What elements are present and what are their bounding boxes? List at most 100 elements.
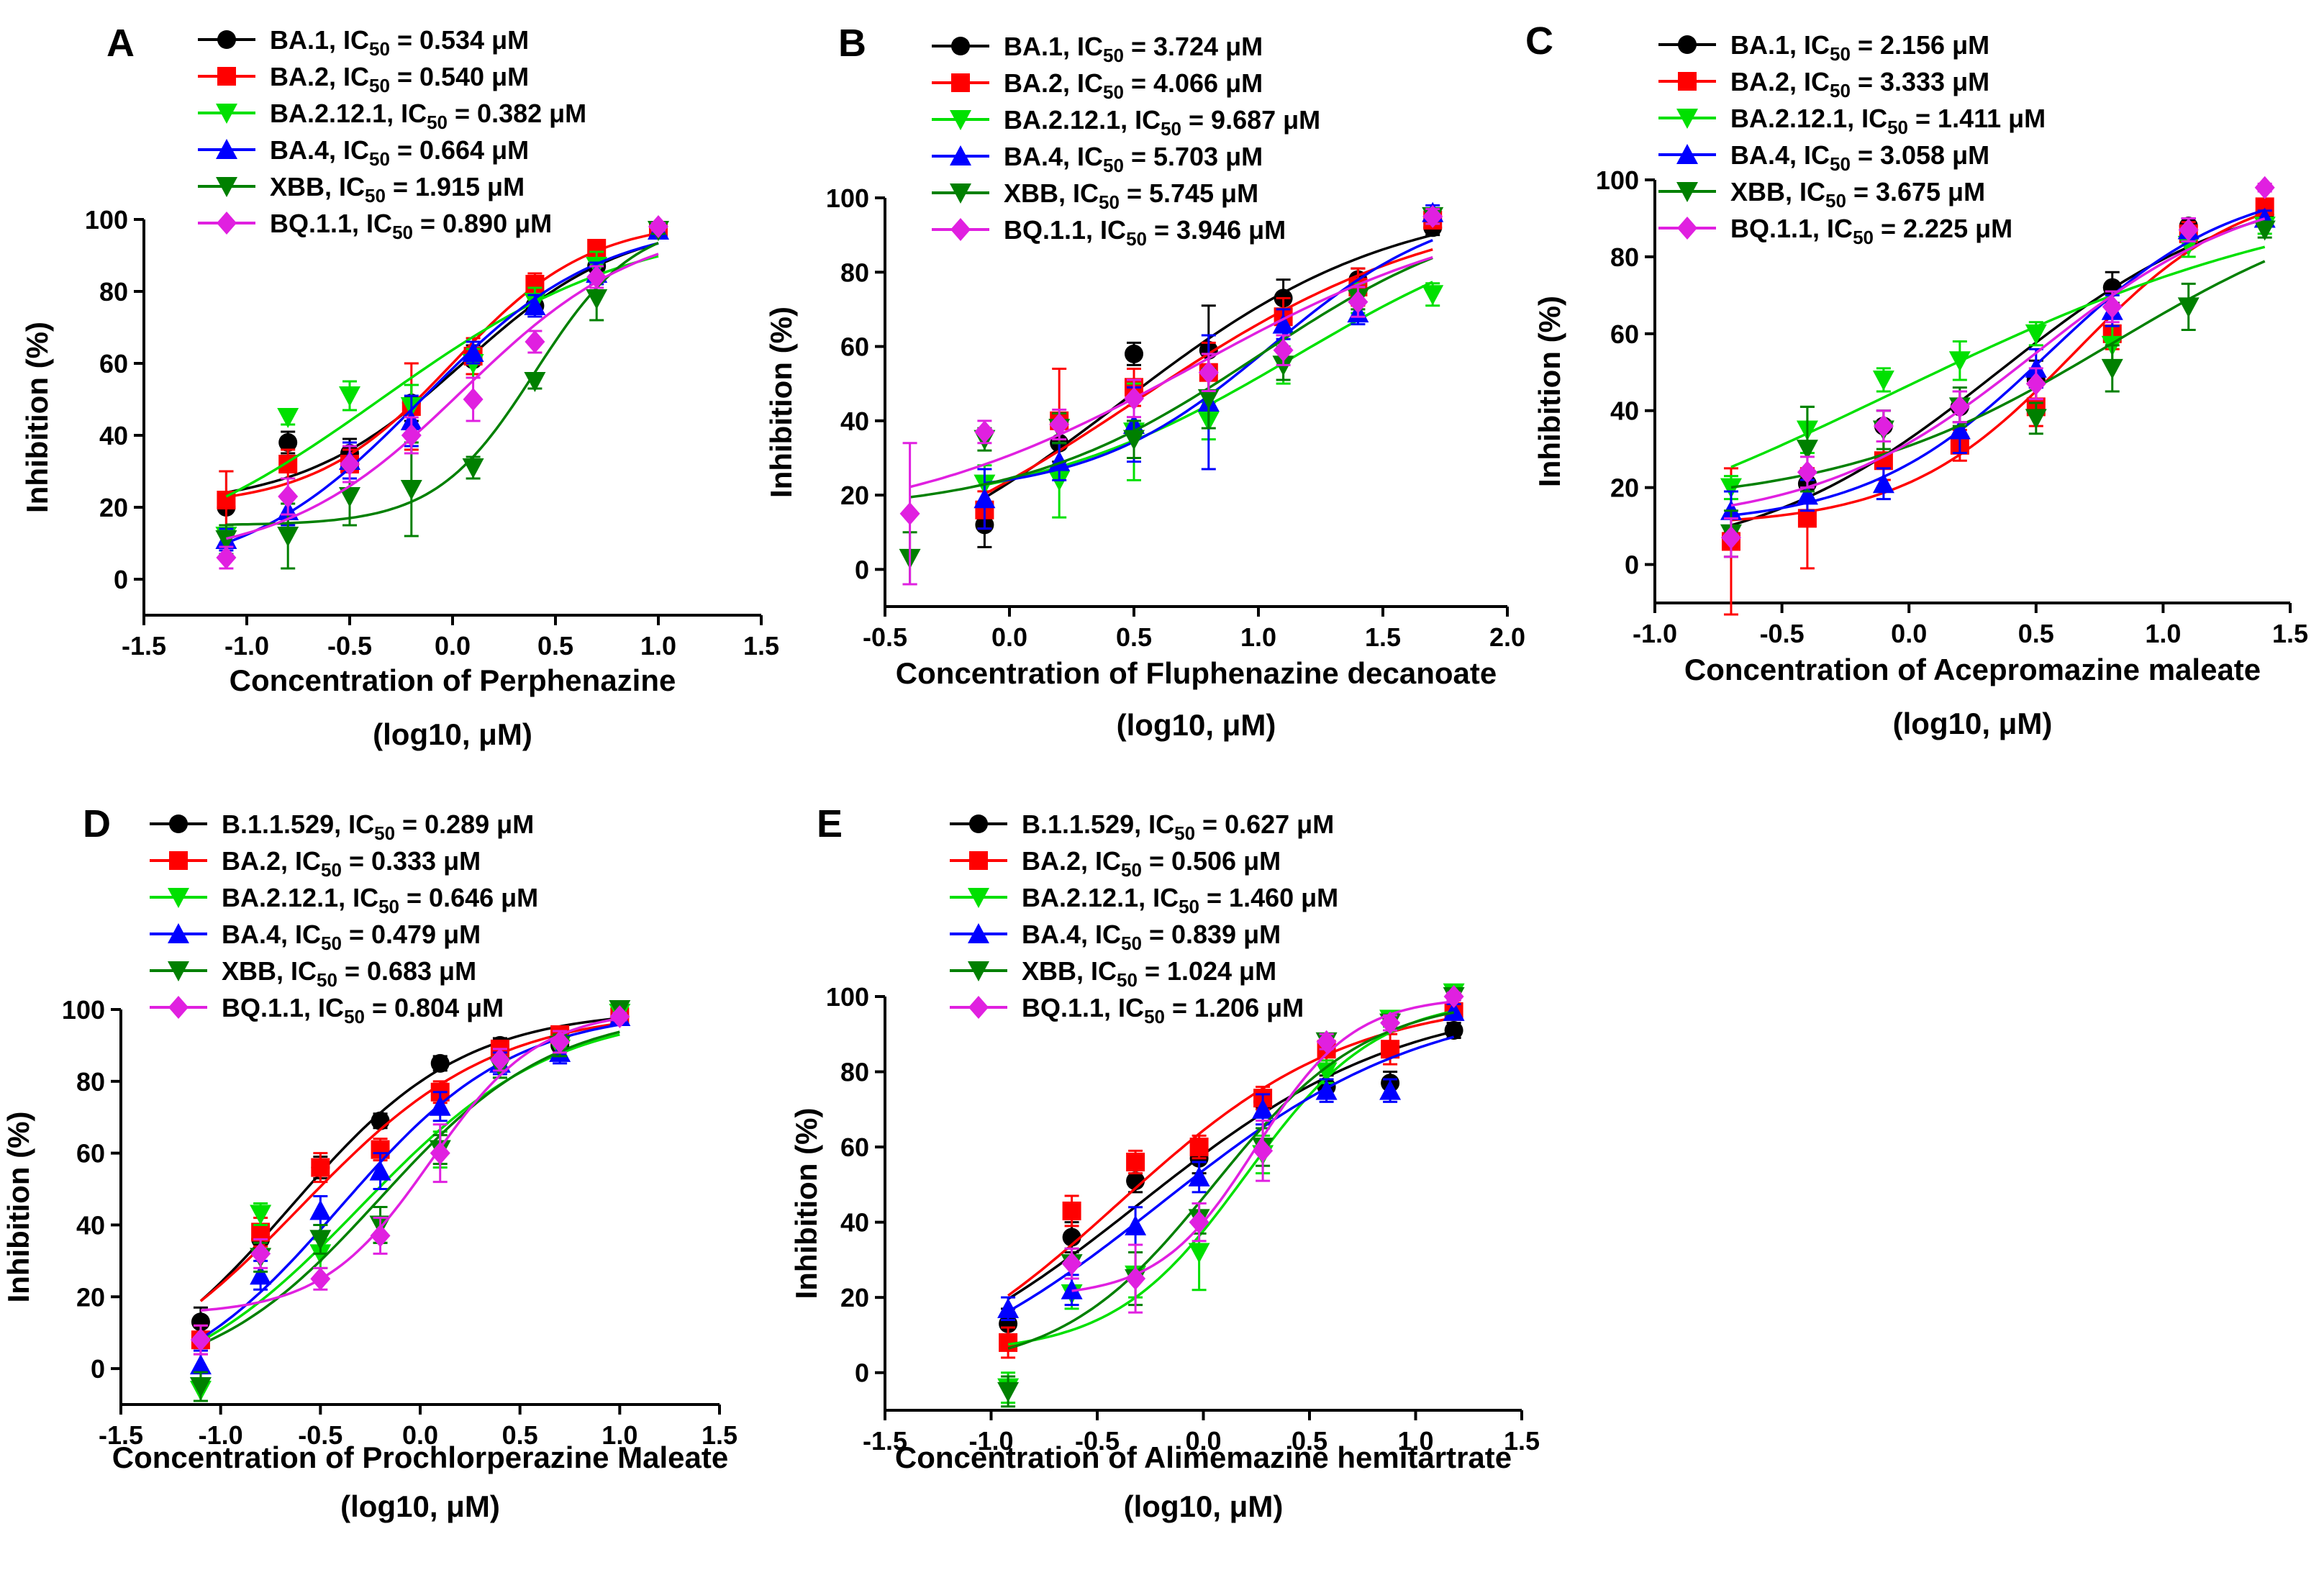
data-point [430, 1141, 450, 1165]
legend-marker [216, 104, 237, 124]
data-point [340, 453, 360, 476]
y-tick-label: 20 [1610, 473, 1639, 503]
y-tick-label: 0 [855, 555, 869, 584]
legend-entry: XBB, IC50 = 0.683 μM [222, 956, 476, 991]
x-tick-label: 0.0 [1891, 619, 1927, 648]
data-point [1062, 1201, 1081, 1220]
x-tick-label: -0.5 [1075, 1426, 1120, 1456]
fit-curve [1007, 1035, 1455, 1313]
data-point [1796, 484, 1818, 505]
legend-entry: BA.2, IC50 = 4.066 μM [1004, 68, 1263, 103]
x-tick-label: 0.5 [537, 631, 573, 661]
data-point [997, 1297, 1020, 1318]
y-tick-label: 20 [840, 1283, 869, 1312]
legend-marker [216, 139, 237, 159]
series-BA.4 [189, 1005, 631, 1381]
fit-curve [1730, 209, 2266, 517]
x-tick-label: 1.0 [602, 1420, 637, 1450]
data-point [339, 386, 360, 407]
data-point [1125, 344, 1143, 363]
x-tick-label: -1.5 [863, 1426, 907, 1456]
data-point [1422, 285, 1444, 306]
x-tick-label: 1.5 [743, 631, 779, 661]
x-tick-label: -0.5 [1760, 619, 1805, 648]
x-tick-label: -1.0 [199, 1420, 243, 1450]
legend-entry: BA.2, IC50 = 0.333 μM [222, 846, 481, 881]
legend-entry: BQ.1.1, IC50 = 1.206 μM [1022, 993, 1304, 1027]
y-tick-label: 60 [76, 1139, 105, 1169]
legend-marker [951, 73, 970, 92]
x-axis-title: Concentration of Fluphenazine decanoate [896, 656, 1497, 690]
legend-entry: B.1.1.529, IC50 = 0.289 μM [222, 809, 534, 844]
legend-entry: BA.4, IC50 = 3.058 μM [1730, 140, 1989, 175]
x-axis-unit: (log10, μM) [1893, 707, 2053, 740]
data-point [1061, 1279, 1083, 1299]
x-tick-label: 1.0 [1397, 1426, 1433, 1456]
data-point [2253, 220, 2276, 241]
x-tick-label: -1.0 [968, 1426, 1013, 1456]
data-point [2101, 358, 2123, 379]
data-point [2177, 297, 2200, 318]
data-point [1348, 290, 1368, 314]
legend-marker [950, 183, 971, 204]
data-point [400, 480, 422, 500]
fit-curve [909, 256, 1433, 499]
data-point [1380, 1011, 1401, 1035]
legend-entry: BA.2.12.1, IC50 = 0.646 μM [222, 883, 538, 917]
fit-curve [1007, 1009, 1454, 1346]
x-tick-label: 1.0 [640, 631, 676, 661]
legend-marker [968, 996, 989, 1019]
data-point [1123, 430, 1145, 450]
data-point [401, 424, 422, 447]
y-tick-label: 100 [62, 995, 105, 1025]
legend-entry: BA.1, IC50 = 3.724 μM [1004, 32, 1263, 66]
data-point [430, 1053, 450, 1073]
y-tick-label: 0 [1625, 550, 1639, 580]
y-tick-label: 40 [76, 1210, 105, 1240]
series-BQ.1.1 [899, 204, 1443, 586]
legend-marker [1678, 35, 1697, 54]
data-point [1125, 1267, 1146, 1291]
legend-entry: BA.4, IC50 = 0.664 μM [270, 135, 529, 170]
y-tick-label: 100 [826, 982, 869, 1012]
data-point [429, 1095, 451, 1116]
x-axis-title: Concentration of Alimemazine hemitartrat… [895, 1440, 1512, 1474]
legend-marker [169, 815, 188, 833]
x-axis-title: Concentration of Prochlorperazine Maleat… [112, 1440, 729, 1474]
fit-curve [225, 253, 659, 540]
data-point [1948, 419, 1971, 440]
data-point [1443, 985, 1464, 1008]
y-tick-label: 0 [855, 1358, 869, 1388]
legend-marker [968, 961, 989, 981]
data-point [1197, 389, 1220, 409]
data-point [191, 1312, 210, 1332]
data-point [524, 295, 546, 315]
data-point [1125, 1215, 1147, 1235]
legend-marker [950, 110, 971, 130]
data-point [550, 1030, 571, 1053]
data-point [2025, 409, 2047, 430]
y-tick-label: 20 [76, 1282, 105, 1312]
data-point [1188, 1166, 1210, 1186]
legend-marker [168, 888, 189, 908]
x-tick-label: -0.5 [298, 1420, 342, 1450]
data-point [1273, 338, 1294, 362]
data-point [1379, 1079, 1402, 1100]
fit-curve [1730, 260, 2266, 489]
data-point [1316, 1030, 1337, 1053]
fit-curve [200, 1033, 620, 1343]
legend-marker [168, 923, 189, 943]
data-point [1444, 1021, 1463, 1040]
data-point [1873, 414, 1894, 438]
data-point [1198, 360, 1219, 384]
legend-marker [968, 923, 989, 943]
y-tick-label: 80 [76, 1067, 105, 1097]
legend-marker [1676, 109, 1698, 129]
y-tick-label: 0 [91, 1354, 105, 1384]
data-point [525, 330, 545, 353]
data-point [586, 289, 608, 309]
y-tick-label: 20 [99, 493, 128, 522]
x-tick-label: -1.0 [1633, 619, 1677, 648]
data-point [1796, 440, 1818, 460]
